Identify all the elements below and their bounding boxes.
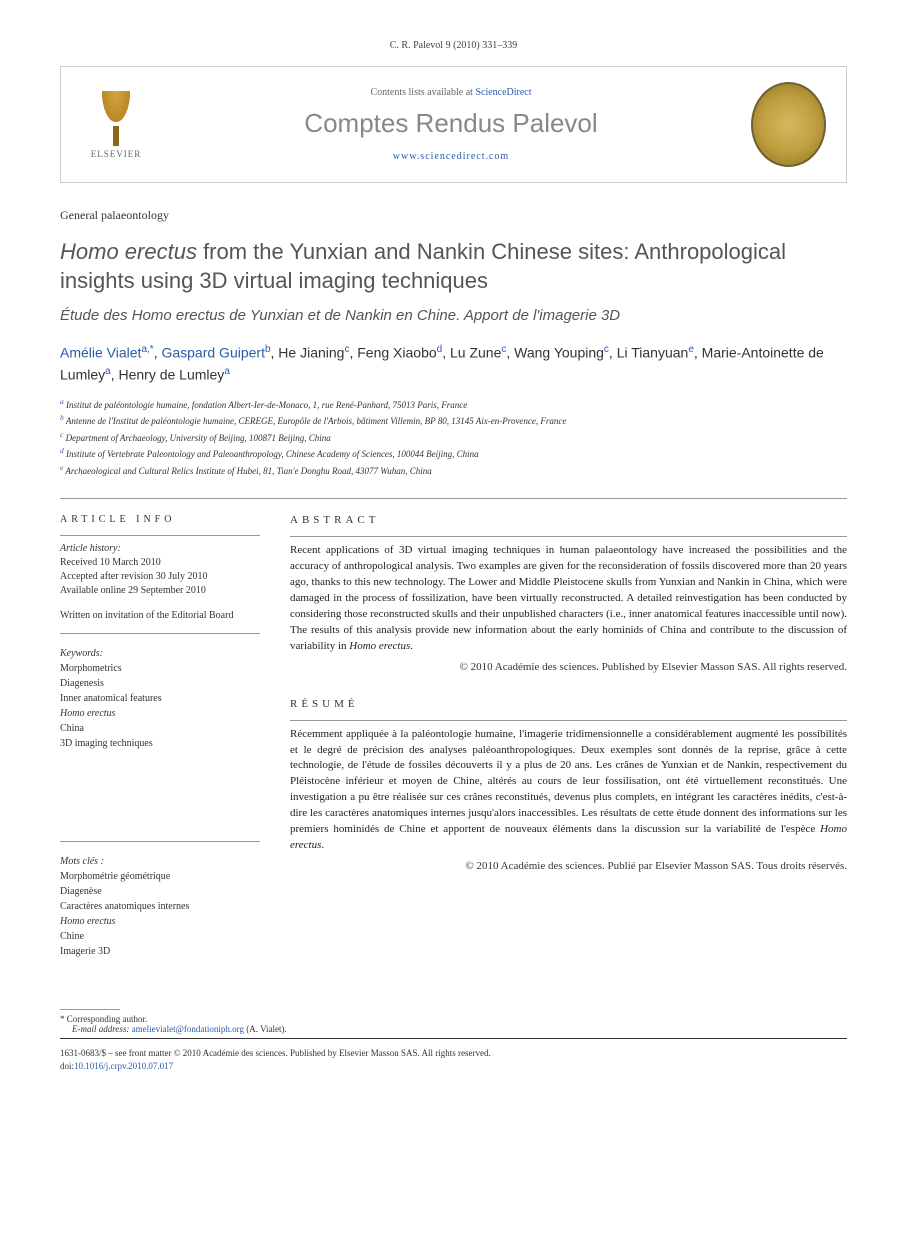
- email-label: E-mail address:: [72, 1024, 129, 1034]
- contents-available: Contents lists available at ScienceDirec…: [151, 87, 751, 98]
- article-subtitle: Étude des Homo erectus de Yunxian et de …: [60, 307, 847, 324]
- corresponding-author: * Corresponding author. E-mail address: …: [60, 1009, 847, 1034]
- corresponding-label: Corresponding author.: [67, 1014, 148, 1024]
- resume-block: RÉSUMÉ Récemment appliquée à la paléonto…: [290, 698, 847, 873]
- corresponding-name: (A. Vialet).: [246, 1024, 287, 1034]
- page-citation: C. R. Palevol 9 (2010) 331–339: [60, 40, 847, 51]
- abstract-text: Recent applications of 3D virtual imagin…: [290, 543, 847, 655]
- sub-divider: [60, 633, 260, 634]
- resume-copyright: © 2010 Académie des sciences. Publié par…: [290, 860, 847, 872]
- motcle: Morphométrie géométrique: [60, 869, 260, 884]
- affiliation: d Institute of Vertebrate Paleontology a…: [60, 445, 847, 462]
- motcle: Diagenèse: [60, 884, 260, 899]
- affiliation: b Antenne de l'Institut de paléontologie…: [60, 412, 847, 429]
- journal-banner: ELSEVIER Contents lists available at Sci…: [60, 66, 847, 183]
- sub-divider: [290, 720, 847, 721]
- keyword: Homo erectus: [60, 706, 260, 721]
- received-date: Received 10 March 2010: [60, 556, 260, 570]
- resume-heading: RÉSUMÉ: [290, 698, 847, 710]
- author-list: Amélie Vialeta,*, Gaspard Guipertb, He J…: [60, 342, 847, 385]
- article-title: Homo erectus from the Yunxian and Nankin…: [60, 238, 847, 295]
- motscles-label: Mots clés :: [60, 854, 260, 869]
- abstract-italic: Homo erectus: [349, 640, 410, 652]
- sub-divider: [60, 841, 260, 842]
- footer-divider: [60, 1038, 847, 1039]
- right-column: ABSTRACT Recent applications of 3D virtu…: [290, 514, 847, 959]
- resume-body: Récemment appliquée à la paléontologie h…: [290, 728, 847, 836]
- journal-url[interactable]: www.sciencedirect.com: [151, 151, 751, 162]
- doi-label: doi:: [60, 1061, 74, 1071]
- keyword: Diagenesis: [60, 676, 260, 691]
- academie-seal-icon: [751, 82, 826, 167]
- article-info-heading: ARTICLE INFO: [60, 514, 260, 525]
- history-label: Article history:: [60, 542, 260, 556]
- resume-end: .: [321, 839, 324, 851]
- abstract-end: .: [410, 640, 413, 652]
- elsevier-logo[interactable]: ELSEVIER: [81, 85, 151, 165]
- keyword: Inner anatomical features: [60, 691, 260, 706]
- section-label: General palaeontology: [60, 208, 847, 223]
- keyword: China: [60, 721, 260, 736]
- invitation-note: Written on invitation of the Editorial B…: [60, 610, 260, 621]
- contents-prefix: Contents lists available at: [370, 87, 475, 98]
- corresponding-asterisk: *: [60, 1014, 65, 1024]
- resume-text: Récemment appliquée à la paléontologie h…: [290, 727, 847, 855]
- doi-link[interactable]: 10.1016/j.crpv.2010.07.017: [74, 1061, 173, 1071]
- affiliation: c Department of Archaeology, University …: [60, 429, 847, 446]
- article-history: Article history: Received 10 March 2010 …: [60, 542, 260, 598]
- keyword: 3D imaging techniques: [60, 736, 260, 751]
- keywords-fr: Mots clés : Morphométrie géométriqueDiag…: [60, 854, 260, 959]
- motcle: Caractères anatomiques internes: [60, 899, 260, 914]
- accepted-date: Accepted after revision 30 July 2010: [60, 570, 260, 584]
- elsevier-label: ELSEVIER: [91, 149, 142, 159]
- affiliations: a Institut de paléontologie humaine, fon…: [60, 396, 847, 479]
- abstract-body: Recent applications of 3D virtual imagin…: [290, 544, 847, 652]
- affiliation: e Archaeological and Cultural Relics Ins…: [60, 462, 847, 479]
- keywords-en: Keywords: MorphometricsDiagenesisInner a…: [60, 646, 260, 751]
- elsevier-tree-icon: [91, 91, 141, 146]
- motcle: Chine: [60, 929, 260, 944]
- online-date: Available online 29 September 2010: [60, 584, 260, 598]
- issn-line: 1631-0683/$ – see front matter © 2010 Ac…: [60, 1047, 847, 1060]
- banner-center: Contents lists available at ScienceDirec…: [151, 87, 751, 162]
- motcle: Imagerie 3D: [60, 944, 260, 959]
- abstract-copyright: © 2010 Académie des sciences. Published …: [290, 661, 847, 673]
- motcle: Homo erectus: [60, 914, 260, 929]
- affiliation: a Institut de paléontologie humaine, fon…: [60, 396, 847, 413]
- sub-divider: [290, 536, 847, 537]
- sciencedirect-link[interactable]: ScienceDirect: [475, 87, 531, 98]
- title-italic-part: Homo erectus: [60, 239, 197, 264]
- journal-title: Comptes Rendus Palevol: [151, 108, 751, 139]
- left-column: ARTICLE INFO Article history: Received 1…: [60, 514, 260, 959]
- divider: [60, 498, 847, 499]
- keyword: Morphometrics: [60, 661, 260, 676]
- abstract-heading: ABSTRACT: [290, 514, 847, 526]
- footnote-rule: [60, 1009, 120, 1010]
- keywords-label: Keywords:: [60, 646, 260, 661]
- corresponding-email[interactable]: amelievialet@fondationiph.org: [132, 1024, 244, 1034]
- sub-divider: [60, 535, 260, 536]
- two-column-layout: ARTICLE INFO Article history: Received 1…: [60, 514, 847, 959]
- footer-copyright: 1631-0683/$ – see front matter © 2010 Ac…: [60, 1047, 847, 1072]
